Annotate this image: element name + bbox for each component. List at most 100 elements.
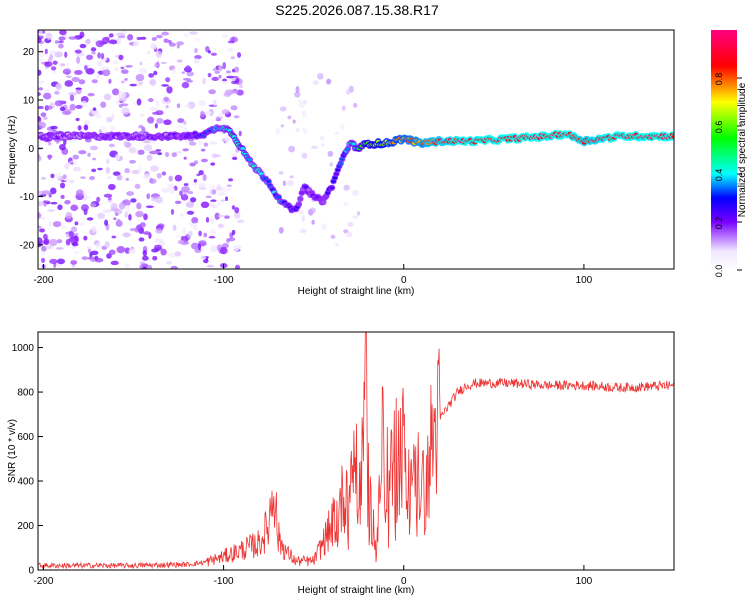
heatmap-noise-cell: [334, 131, 340, 135]
snr-xtick-label: -100: [214, 576, 234, 587]
heatmap-noise-cell: [155, 228, 163, 234]
colorbar-label: Normalized spectral amplitude: [737, 82, 748, 217]
heatmap-noise-cell: [65, 212, 73, 220]
heatmap-noise-cell: [161, 84, 169, 87]
heatmap-noise-cell: [287, 115, 292, 120]
heatmap-noise-cell: [329, 162, 333, 167]
heatmap-noise-cell: [54, 90, 60, 95]
heatmap-noise-cell: [168, 175, 173, 182]
heatmap-noise-cell: [233, 115, 240, 119]
heatmap-noise-cell: [69, 94, 75, 102]
heatmap-noise-cell: [78, 150, 87, 155]
heatmap-noise-cell: [136, 224, 143, 232]
heatmap-noise-cell: [126, 191, 135, 196]
heatmap-noise-cell: [202, 77, 207, 85]
heatmap-noise-cell: [118, 202, 126, 210]
heatmap-noise-cell: [136, 36, 142, 41]
heatmap-noise-cell: [230, 81, 240, 85]
heatmap-noise-cell: [56, 239, 63, 244]
heatmap-noise-cell: [87, 152, 91, 157]
heatmap-noise-cell: [46, 138, 53, 142]
snr-xlabel: Height of straight line (km): [298, 585, 415, 596]
heatmap-noise-cell: [212, 68, 217, 72]
heatmap-noise-cell: [42, 116, 48, 120]
heatmap-noise-cell: [121, 107, 130, 115]
heatmap-noise-cell: [38, 92, 41, 96]
heatmap-noise-cell: [193, 160, 199, 165]
heatmap-noise-cell: [95, 242, 101, 249]
heatmap-noise-cell: [80, 204, 89, 212]
heatmap-noise-cell: [85, 38, 91, 45]
heatmap-noise-cell: [210, 162, 216, 166]
heatmap-noise-cell: [41, 245, 47, 252]
heatmap-noise-cell: [221, 109, 230, 115]
heatmap-noise-cell: [89, 176, 96, 180]
heatmap-noise-cell: [38, 155, 42, 162]
snr-ytick-label: 1000: [12, 343, 35, 354]
heatmap-noise-cell: [204, 110, 212, 116]
heatmap-noise-cell: [104, 219, 109, 226]
heatmap-noise-cell: [326, 78, 332, 85]
heatmap-noise-cell: [146, 154, 153, 162]
colorbar-tick-label: 0.6: [714, 121, 724, 134]
heatmap-noise-cell: [238, 130, 242, 137]
heatmap-noise-cell: [90, 47, 97, 52]
heatmap-noise-cell: [224, 136, 231, 142]
heatmap-noise-cell: [115, 153, 121, 161]
heatmap-noise-cell: [97, 212, 106, 220]
heatmap-noise-cell: [165, 77, 171, 83]
heatmap-noise-cell: [317, 72, 324, 80]
heatmap-noise-cell: [58, 43, 64, 49]
heatmap-noise-cell: [210, 199, 217, 203]
heatmap-noise-cell: [191, 242, 199, 250]
heatmap-noise-cell: [217, 223, 224, 229]
heatmap-noise-cell: [174, 200, 182, 204]
heatmap-noise-cell: [183, 156, 187, 160]
heatmap-noise-cell: [164, 151, 170, 158]
heatmap-noise-cell: [125, 177, 130, 181]
heatmap-noise-cell: [96, 60, 103, 67]
heatmap-noise-cell: [128, 248, 136, 255]
heatmap-noise-cell: [177, 118, 185, 124]
heatmap-noise-cell: [137, 166, 143, 172]
heatmap-noise-cell: [108, 183, 116, 191]
heatmap-noise-cell: [125, 65, 133, 68]
heatmap-noise-cell: [208, 89, 216, 95]
heatmap-noise-cell: [179, 213, 184, 217]
spectrogram-ytick-label: 10: [23, 96, 35, 107]
heatmap-noise-cell: [292, 119, 296, 124]
heatmap-noise-cell: [286, 179, 294, 187]
heatmap-noise-cell: [87, 92, 95, 97]
heatmap-noise-cell: [151, 111, 159, 115]
heatmap-noise-cell: [38, 216, 46, 220]
heatmap-noise-cell: [45, 105, 53, 110]
heatmap-noise-cell: [186, 210, 195, 215]
heatmap-noise-cell: [101, 36, 110, 45]
heatmap-noise-cell: [63, 178, 70, 182]
heatmap-ridge-core: [333, 172, 339, 176]
heatmap-noise-cell: [239, 84, 244, 89]
heatmap-noise-cell: [64, 80, 74, 87]
heatmap-noise-cell: [115, 98, 120, 105]
heatmap-noise-cell: [153, 70, 158, 76]
heatmap-noise-cell: [301, 152, 308, 159]
colorbar-gradient: [711, 30, 737, 270]
heatmap-noise-cell: [106, 116, 113, 123]
heatmap-noise-cell: [200, 158, 208, 163]
spectrogram-frame: [37, 29, 675, 270]
heatmap-noise-cell: [49, 258, 58, 265]
heatmap-noise-cell: [143, 213, 148, 221]
snr-xtick-label: 100: [576, 576, 593, 587]
heatmap-noise-cell: [92, 157, 97, 161]
heatmap-noise-cell: [38, 48, 43, 52]
heatmap-noise-cell: [226, 238, 231, 243]
spectrogram-xtick-label: -200: [33, 275, 53, 286]
heatmap-noise-cell: [182, 78, 192, 81]
heatmap-noise-cell: [200, 110, 205, 118]
heatmap-noise-cell: [149, 78, 157, 86]
heatmap-noise-cell: [42, 200, 51, 204]
heatmap-noise-cell: [69, 103, 76, 111]
heatmap-noise-cell: [213, 99, 217, 107]
heatmap-noise-cell: [97, 52, 101, 59]
